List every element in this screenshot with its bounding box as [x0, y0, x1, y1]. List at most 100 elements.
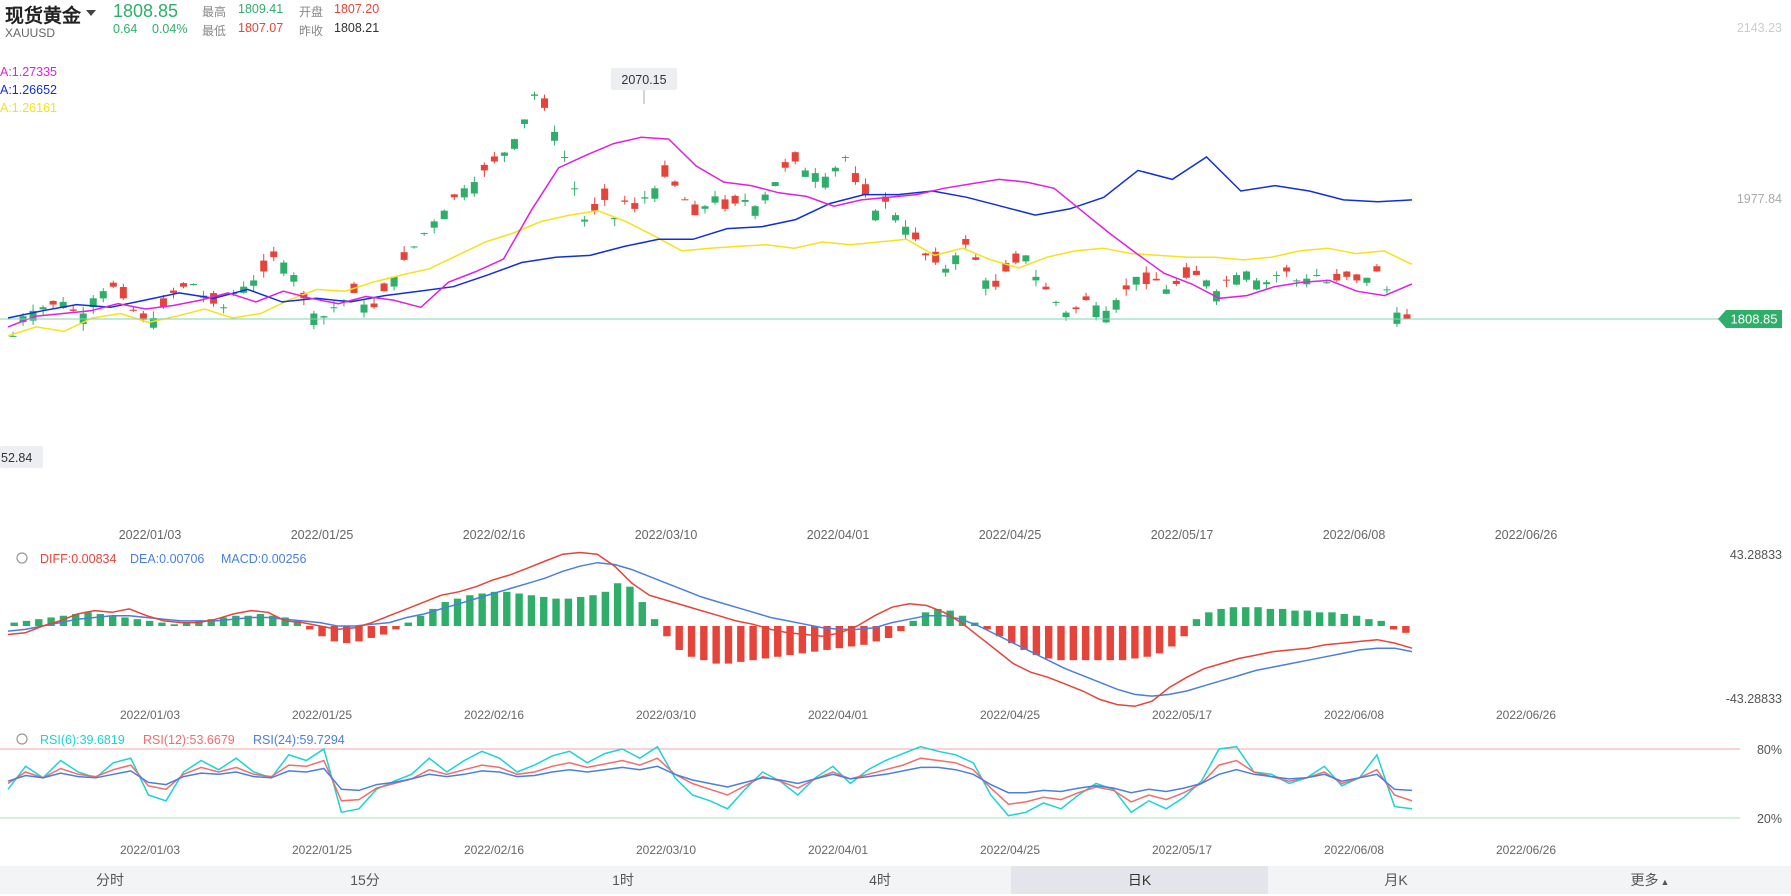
chart-canvas[interactable]: 2022/01/03 2022/01/25 2022/02/16 2022/03/10… [0, 0, 1791, 866]
macd-bar [700, 626, 708, 661]
macd-bar [1352, 615, 1361, 626]
settings-gear-icon [16, 552, 28, 564]
candle-body [801, 170, 809, 177]
diff-line [7, 551, 1413, 708]
ma2-line [7, 156, 1413, 319]
tab-fenshi[interactable]: 分时 [96, 872, 124, 888]
candle-body [581, 219, 589, 222]
macd-pane[interactable]: DIFF:0.00834 DEA:0.00706 MACD:0.00256 43.28… [7, 548, 1782, 722]
prev-close-label: 昨收 [299, 24, 324, 38]
candle-body [1122, 285, 1130, 290]
macd-bar [1069, 626, 1078, 661]
caret-down-icon[interactable] [86, 10, 96, 16]
macd-bar [663, 626, 671, 637]
macd-bar [232, 615, 240, 626]
instrument-code: XAUUSD [5, 26, 56, 40]
settings-gear-icon [16, 733, 28, 745]
candle-body [190, 284, 198, 286]
macd-bar [1094, 626, 1102, 661]
candle-body [611, 217, 619, 220]
candle-body [380, 283, 388, 292]
candle-body [129, 309, 137, 311]
macd-bar [774, 626, 782, 657]
rsi6-line [7, 745, 1413, 817]
macd-bar [1044, 626, 1053, 659]
instrument-name[interactable]: 现货黄金 [5, 6, 82, 27]
macd-bar [490, 591, 499, 626]
tab-daily[interactable]: 日K [1011, 866, 1268, 894]
candle-body [1102, 310, 1110, 323]
y-tick-label: 2143.23 [1737, 21, 1782, 35]
macd-bar [158, 622, 166, 626]
candle-body [1383, 289, 1391, 291]
x-tick-label: 2022/01/25 [291, 528, 354, 542]
candle-body [1192, 270, 1200, 276]
macd-bar [761, 626, 770, 659]
candle-body [1393, 312, 1401, 324]
candle-body [109, 282, 117, 287]
macd-bar [1278, 608, 1287, 626]
candle-body [149, 317, 157, 328]
candle-body [1273, 275, 1281, 277]
candle-body [541, 98, 549, 108]
macd-bar [626, 586, 634, 626]
rsi-pane[interactable]: RSI(6):39.6819 RSI(12):53.6679 RSI(24):59.… [0, 733, 1782, 857]
candle-body [1162, 289, 1170, 294]
candle-body [831, 167, 839, 172]
rsi-x-tick: 2022/06/26 [1496, 843, 1556, 857]
candle-body [220, 307, 228, 309]
candle-body [861, 184, 869, 195]
macd-bar [207, 619, 215, 626]
candle-body [1403, 314, 1411, 320]
last-price-tag-text: 1808.85 [1731, 312, 1778, 327]
macd-x-tick: 2022/01/25 [292, 708, 352, 722]
candlestick-pane[interactable]: 2022/01/03 2022/01/25 2022/02/16 2022/03/10… [0, 21, 1782, 542]
tab-1hour[interactable]: 1时 [612, 872, 634, 888]
max-marker-box [611, 68, 677, 90]
candle-body [1373, 266, 1381, 272]
candle-body [681, 199, 689, 201]
rsi-x-tick: 2022/05/17 [1152, 843, 1212, 857]
macd-bar [355, 626, 363, 642]
macd-bar [108, 615, 117, 626]
rsi-legend-6: RSI(6):39.6819 [40, 733, 125, 747]
caret-up-icon: ▲ [1660, 877, 1670, 887]
rsi12-line [7, 757, 1413, 805]
candle-body [1293, 280, 1301, 282]
macd-bar [244, 615, 252, 626]
tab-4hour[interactable]: 4时 [869, 872, 891, 888]
candle-body [731, 195, 739, 204]
candle-body [1172, 280, 1180, 285]
candle-body [300, 292, 308, 299]
candle-body [1222, 279, 1230, 281]
macd-bar [847, 626, 856, 647]
macd-bar [589, 595, 597, 626]
candle-body [691, 204, 699, 216]
macd-bar [1008, 626, 1016, 644]
candle-body [871, 210, 879, 221]
candle-body [360, 304, 368, 313]
macd-bar [96, 614, 105, 626]
macd-bar [330, 626, 339, 642]
tab-monthly[interactable]: 月K [1384, 872, 1408, 888]
macd-bar [946, 610, 954, 626]
candle-body [440, 210, 448, 220]
macd-bar [823, 626, 831, 650]
candle-body [290, 275, 298, 282]
tab-15min[interactable]: 15分 [350, 872, 380, 888]
macd-bar [84, 612, 92, 626]
macd-bar [478, 593, 486, 626]
candle-body [912, 232, 920, 240]
candle-body [982, 280, 990, 289]
macd-bar [1118, 626, 1127, 661]
candle-body [741, 199, 749, 202]
macd-bar [564, 598, 573, 626]
candle-body [460, 188, 468, 198]
rsi-y-tick: 20% [1757, 812, 1782, 826]
tab-more[interactable]: 更多 ▲ [1600, 866, 1700, 894]
candle-body [9, 335, 17, 337]
candle-body [320, 316, 328, 318]
candle-body [410, 246, 418, 248]
macd-x-tick: 2022/03/10 [636, 708, 696, 722]
macd-bar [934, 608, 942, 626]
